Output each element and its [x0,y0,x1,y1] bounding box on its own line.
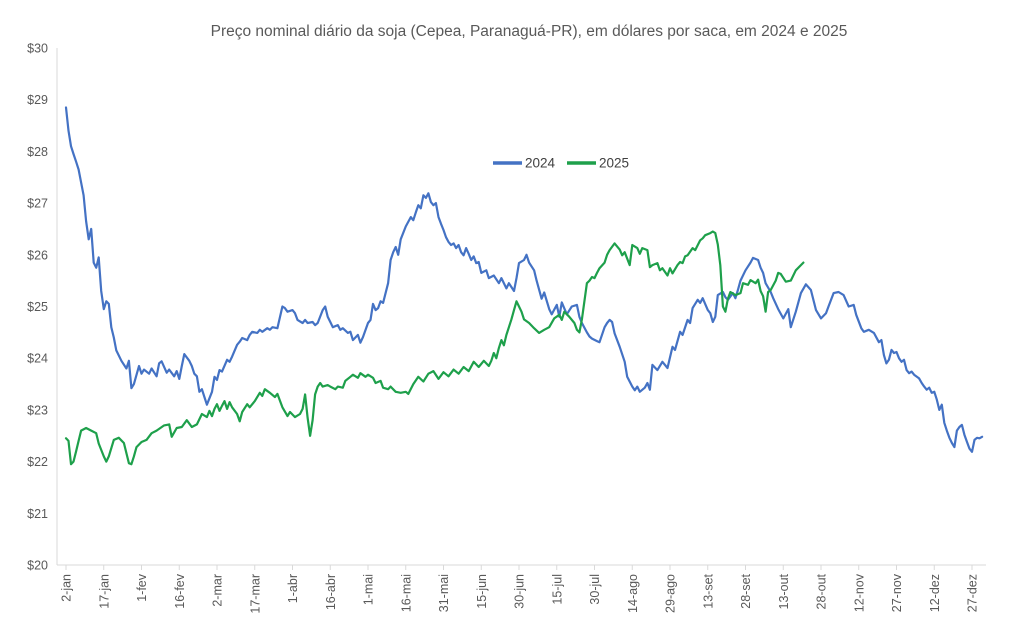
y-axis-label: $22 [27,455,48,469]
y-axis-label: $28 [27,145,48,159]
x-axis-label: 17-jan [97,574,111,609]
legend-label-2024: 2024 [525,156,556,171]
x-axis-label: 16-fev [173,573,187,608]
y-axis-label: $27 [27,197,48,211]
y-axis-label: $21 [27,507,48,521]
y-axis-label: $23 [27,403,48,417]
chart-title: Preço nominal diário da soja (Cepea, Par… [211,23,848,40]
axes: $30 $29 $28 $27 $26 $25 $24 $23 $22 $21 $20 2-jan 17… [27,42,986,614]
x-axis-label: 30-jun [513,574,527,609]
legend: 2024 2025 [493,156,629,171]
x-axis-label: 14-ago [626,574,640,613]
y-axis-label: $25 [27,300,48,314]
x-axis-label: 28-set [739,573,753,608]
x-axis-label: 27-nov [890,573,904,612]
x-axis-label: 1-fev [135,573,149,602]
y-axis-label: $24 [27,352,48,366]
x-axis-label: 1-mai [362,574,376,605]
x-axis-label: 16-abr [324,574,338,610]
x-axis-label: 17-mar [248,574,262,614]
series-line-2024 [64,106,984,453]
x-axis-label: 15-jul [550,574,564,605]
x-axis-label: 29-ago [664,574,678,613]
legend-label-2025: 2025 [599,156,629,171]
x-axis-label: 12-nov [852,573,866,612]
x-axis-label: 31-mai [437,574,451,612]
x-axis-label: 1-abr [286,574,300,603]
x-axis-label: 2-jan [60,574,74,602]
y-axis-label: $20 [27,559,48,573]
y-axis-label: $26 [27,248,48,262]
x-axis-label: 30-jul [588,574,602,605]
x-axis-label: 27-dez [966,574,980,612]
y-axis-label: $29 [27,93,48,107]
y-axis-label: $30 [27,42,48,56]
x-axis-label: 28-out [815,573,829,609]
series-line-2025 [64,230,805,466]
x-axis-label: 12-dez [928,574,942,612]
x-axis-label: 13-out [777,573,791,609]
x-axis-label: 15-jun [475,574,489,609]
x-axis-label: 2-mar [211,574,225,607]
x-axis-label: 16-mai [399,574,413,612]
plot-series [64,106,984,466]
x-axis-label: 13-set [701,573,715,608]
